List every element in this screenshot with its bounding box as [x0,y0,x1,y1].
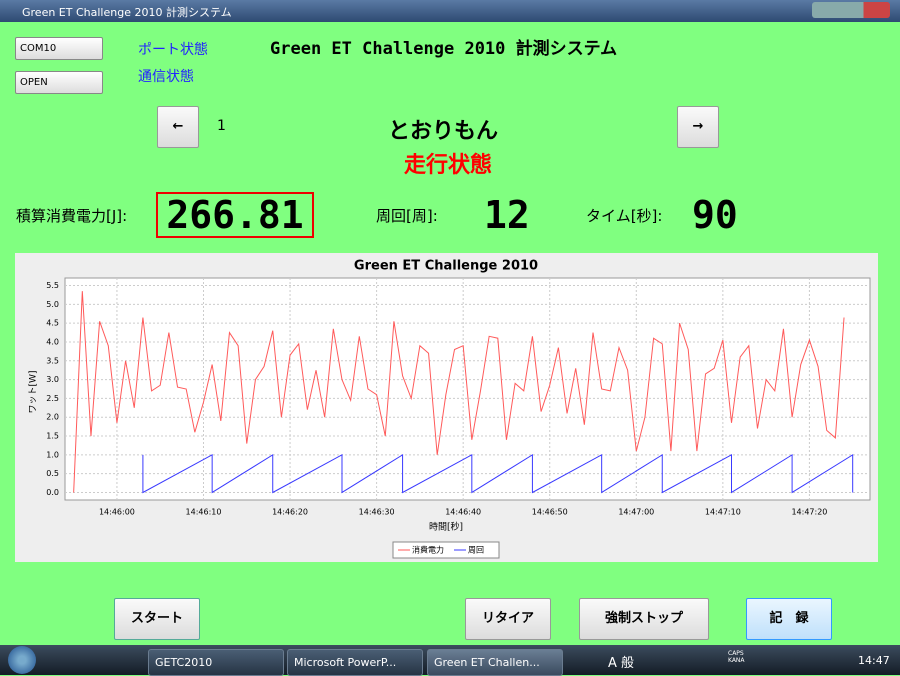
start-button[interactable]: スタート [114,598,200,640]
y-tick-label: 0.0 [46,488,59,497]
comm-status: 通信状態 [138,69,194,85]
legend-label: 消費電力 [412,545,444,555]
prev-button[interactable]: ← [157,106,199,148]
x-tick-label: 14:46:50 [532,508,568,517]
y-tick-label: 2.0 [46,413,59,422]
x-tick-label: 14:47:10 [705,508,741,517]
start-orb[interactable] [8,646,36,674]
x-tick-label: 14:46:40 [445,508,481,517]
time-label: タイム[秒]: [586,207,663,225]
y-tick-label: 2.5 [46,394,59,403]
title-bar [0,0,900,22]
laps-value: 12 [484,193,530,237]
x-tick-label: 14:46:20 [272,508,308,517]
record-button[interactable]: 記 録 [746,598,832,640]
y-tick-label: 0.5 [46,469,59,478]
energy-label: 積算消費電力[J]: [16,207,128,225]
y-tick-label: 5.0 [46,300,59,309]
x-axis-label: 時間[秒] [429,521,463,533]
x-tick-label: 14:46:00 [99,508,135,517]
y-tick-label: 3.5 [46,356,59,365]
task-button[interactable]: GETC2010 [148,649,284,676]
series-line [73,291,845,493]
legend-label: 周回 [468,546,484,555]
energy-value: 266.81 [156,192,314,238]
entry-index: 1 [217,118,226,134]
port-status: ポート状態 [138,42,208,58]
y-tick-label: 3.0 [46,375,59,384]
laps-label: 周回[周]: [376,207,438,225]
task-button[interactable]: Green ET Challen... [427,649,563,676]
time-value: 90 [692,193,738,237]
task-button[interactable]: Microsoft PowerP... [287,649,423,676]
clock: 14:47 [858,654,890,667]
run-state: 走行状態 [404,153,493,178]
y-tick-label: 4.5 [46,319,59,328]
legend-box [392,541,500,559]
y-tick-label: 5.5 [46,281,59,290]
window-buttons[interactable] [812,2,890,18]
next-button[interactable]: → [677,106,719,148]
team-name: とおりもん [388,119,499,144]
chart-title: Green ET Challenge 2010 [354,259,538,274]
port-combo[interactable]: COM10 [15,37,103,60]
retire-button[interactable]: リタイア [465,598,551,640]
x-tick-label: 14:46:10 [186,508,222,517]
x-tick-label: 14:47:00 [618,508,654,517]
app-heading: Green ET Challenge 2010 計測システム [270,39,618,59]
stop-button[interactable]: 強制ストップ [579,598,709,640]
ime-indicator[interactable]: A 般 [608,656,635,671]
caps-indicator: CAPS KANA [728,650,745,664]
x-tick-label: 14:47:20 [791,508,827,517]
x-tick-label: 14:46:30 [359,508,395,517]
mode-combo[interactable]: OPEN [15,71,103,94]
series-line [142,453,854,494]
y-tick-label: 1.0 [46,450,59,459]
window-title: Green ET Challenge 2010 計測システム [22,6,232,19]
y-tick-label: 1.5 [46,432,59,441]
y-tick-label: 4.0 [46,337,59,346]
y-axis-label: ワット[W] [29,371,39,414]
